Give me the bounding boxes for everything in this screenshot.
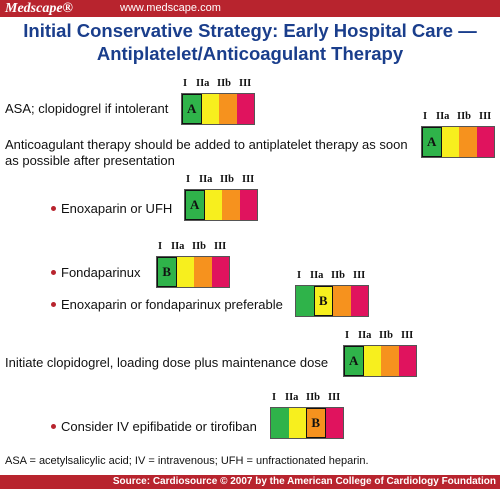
class-color-cell: [201, 94, 219, 124]
class-header-label: I: [186, 174, 191, 185]
level-of-evidence-cell: B: [313, 286, 333, 316]
bullet-marker: [51, 206, 56, 211]
level-of-evidence-cell: B: [157, 257, 177, 287]
class-header-label: IIa: [358, 330, 372, 341]
rec-text-clopidogrel-loading: Initiate clopidogrel, loading dose plus …: [5, 355, 329, 370]
level-of-evidence-cell: A: [182, 94, 202, 124]
slide-title-line1: Initial Conservative Strategy: Early Hos…: [23, 20, 477, 41]
rec-text-fondaparinux: Fondaparinux: [61, 265, 141, 280]
level-of-evidence-cell: A: [344, 346, 364, 376]
medscape-logo: Medscape®: [5, 1, 73, 16]
class-header-label: III: [328, 392, 341, 403]
class-header-label: I: [345, 330, 350, 341]
class-color-cell: [194, 257, 212, 287]
class-header-label: IIb: [331, 270, 346, 281]
class-color-bar: A: [421, 126, 495, 158]
class-header-label: IIb: [457, 111, 472, 122]
class-header: I IIa IIb III: [156, 241, 230, 253]
class-header: I IIa IIb III: [421, 111, 495, 123]
class-color-cell: [204, 190, 222, 220]
class-color-bar: A: [343, 345, 417, 377]
class-header-label: IIa: [199, 174, 213, 185]
bullet-marker: [51, 424, 56, 429]
class-header-label: I: [183, 78, 188, 89]
class-color-cell: [288, 408, 306, 438]
class-header: I IIa IIb III: [343, 330, 417, 342]
class-color-cell: [219, 94, 237, 124]
class-color-bar: B: [270, 407, 344, 439]
class-header-label: IIa: [196, 78, 210, 89]
class-header-label: IIb: [192, 241, 207, 252]
class-header-label: I: [272, 392, 277, 403]
bullet-marker: [51, 302, 56, 307]
rec-text-enox-fonda-preferable: Enoxaparin or fondaparinux preferable: [61, 297, 283, 312]
class-color-cell: [459, 127, 477, 157]
class-header: I IIa IIb III: [270, 392, 344, 404]
bullet-marker: [51, 270, 56, 275]
class-color-cell: [333, 286, 351, 316]
class-header-label: III: [401, 330, 414, 341]
source-credit: Source: Cardiosource © 2007 by the Ameri…: [112, 476, 496, 487]
class-color-cell: [222, 190, 240, 220]
class-header-label: IIb: [220, 174, 235, 185]
level-of-evidence-cell: A: [185, 190, 205, 220]
class-header-label: III: [239, 78, 252, 89]
class-header: I IIa IIb III: [184, 174, 258, 186]
class-header-label: IIa: [285, 392, 299, 403]
class-header-label: I: [423, 111, 428, 122]
class-color-cell: [176, 257, 194, 287]
class-header-label: IIb: [379, 330, 394, 341]
rec-text-asa: ASA; clopidogrel if intolerant: [5, 101, 169, 116]
class-header-label: III: [353, 270, 366, 281]
rec-text-enoxaparin-ufh: Enoxaparin or UFH: [61, 201, 173, 216]
class-color-bar: A: [184, 189, 258, 221]
class-color-cell: [441, 127, 459, 157]
source-bar: Source: Cardiosource © 2007 by the Ameri…: [0, 475, 500, 489]
class-header-label: IIa: [310, 270, 324, 281]
class-header: I IIa IIb III: [181, 78, 255, 90]
class-header-label: IIb: [217, 78, 232, 89]
top-bar: Medscape® www.medscape.com: [0, 0, 500, 17]
class-header-label: I: [297, 270, 302, 281]
class-color-bar: A: [181, 93, 255, 125]
rec-text-anticoagulant: Anticoagulant therapy should be added to…: [5, 137, 408, 152]
class-color-bar: B: [156, 256, 230, 288]
class-header-label: III: [242, 174, 255, 185]
class-color-cell: [271, 408, 289, 438]
class-header-label: III: [479, 111, 492, 122]
class-header: I IIa IIb III: [295, 270, 369, 282]
level-of-evidence-cell: B: [306, 408, 326, 438]
class-header-label: IIa: [436, 111, 450, 122]
class-header-label: IIb: [306, 392, 321, 403]
class-color-cell: [398, 346, 416, 376]
class-color-cell: [296, 286, 314, 316]
rec-text-anticoagulant-line2: as possible after presentation: [5, 153, 175, 168]
class-header-label: IIa: [171, 241, 185, 252]
slide-title-line2: Antiplatelet/Anticoagulant Therapy: [96, 43, 404, 64]
class-header-label: I: [158, 241, 163, 252]
level-of-evidence-cell: A: [422, 127, 442, 157]
class-color-cell: [211, 257, 229, 287]
class-color-cell: [350, 286, 368, 316]
site-url[interactable]: www.medscape.com: [120, 2, 221, 14]
class-color-cell: [363, 346, 381, 376]
class-color-cell: [325, 408, 343, 438]
class-header-label: III: [214, 241, 227, 252]
class-color-cell: [381, 346, 399, 376]
class-color-bar: B: [295, 285, 369, 317]
class-color-cell: [236, 94, 254, 124]
rec-text-epifibatide-tirofiban: Consider IV epifibatide or tirofiban: [61, 419, 257, 434]
class-color-cell: [239, 190, 257, 220]
class-color-cell: [476, 127, 494, 157]
abbreviations-footnote: ASA = acetylsalicylic acid; IV = intrave…: [5, 455, 369, 467]
